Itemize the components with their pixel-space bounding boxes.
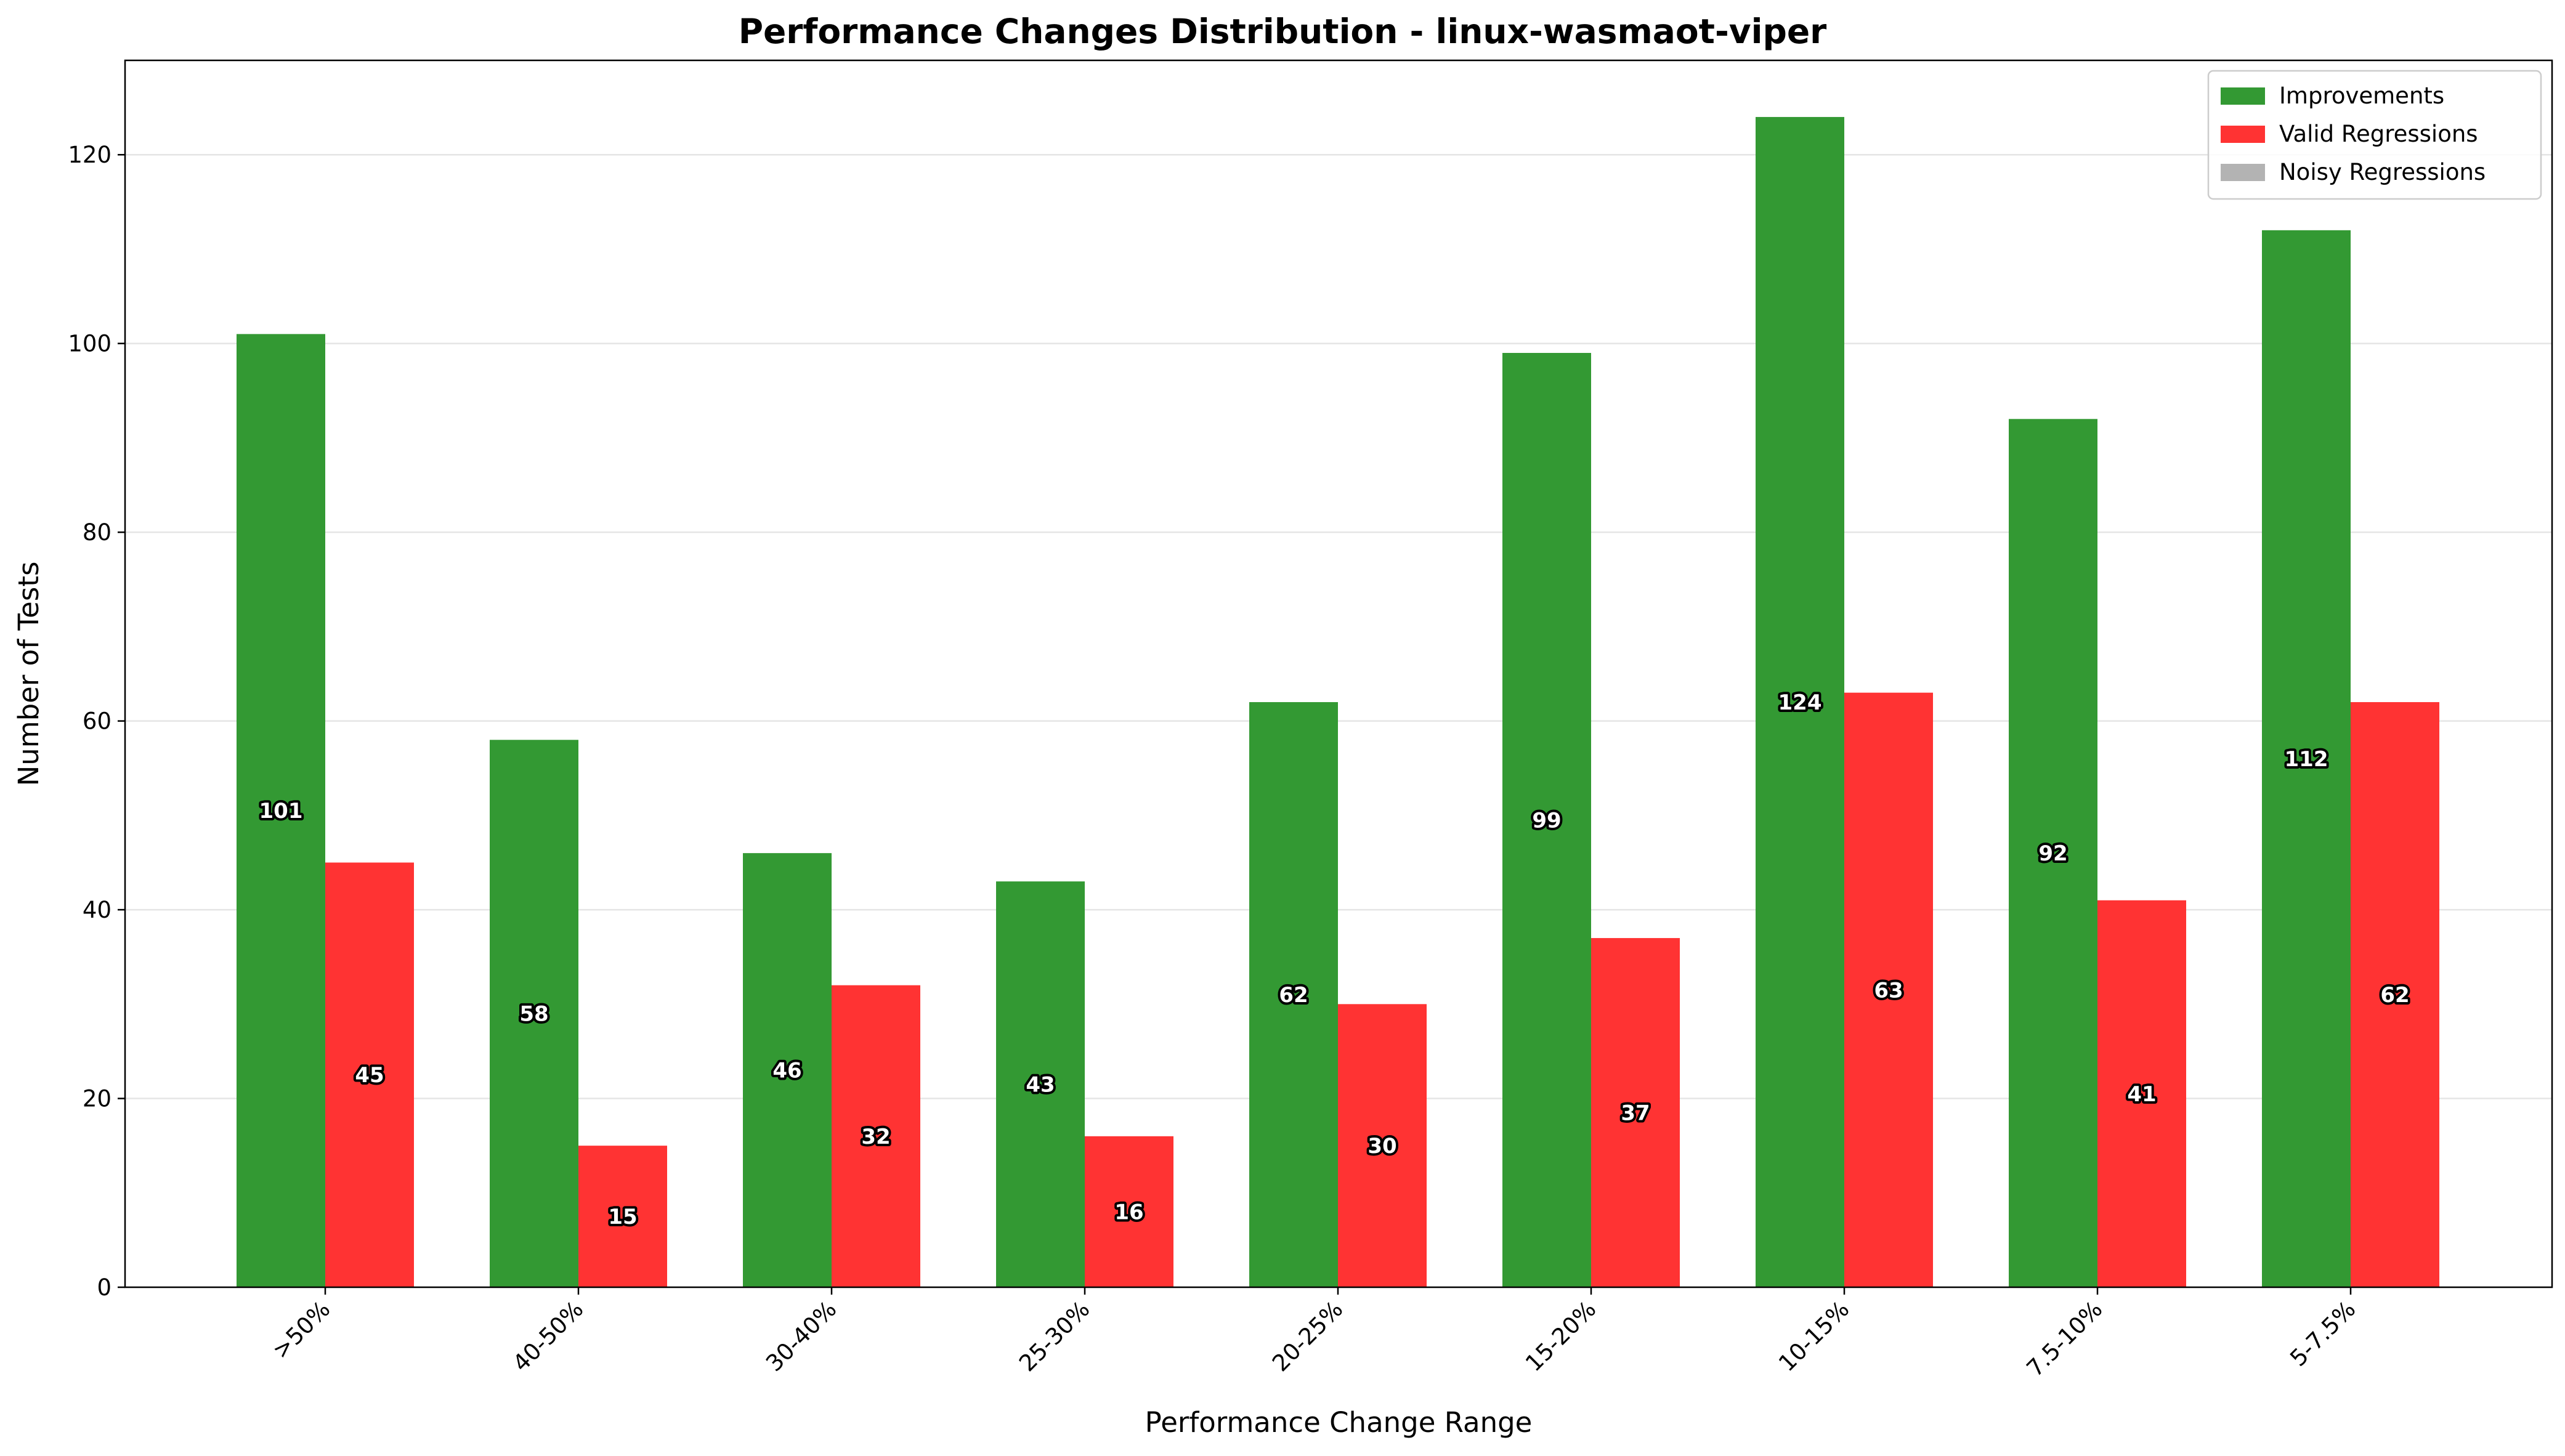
y-tick-label: 120 xyxy=(68,142,111,168)
y-tick-label: 60 xyxy=(83,708,111,735)
legend: Improvements Valid Regressions Noisy Regre… xyxy=(2207,70,2542,200)
bar-value-label: 99 xyxy=(1532,809,1561,833)
bar-improvements xyxy=(743,853,832,1287)
bar-value-label: 46 xyxy=(772,1059,801,1083)
bar-improvements xyxy=(996,881,1085,1287)
bar-value-label: 32 xyxy=(861,1125,890,1149)
bar-value-label: 45 xyxy=(355,1063,384,1088)
legend-swatch xyxy=(2221,87,2265,105)
bar-valid-regressions xyxy=(2097,900,2186,1287)
bar-value-labels: 101 58 46 43 62 99 124 92 112 45 15 32 16 30 37 63 41 62 xyxy=(257,688,2412,1232)
bar-value-label: 63 xyxy=(1874,978,1903,1003)
legend-label: Improvements xyxy=(2279,83,2444,109)
y-tick-label: 0 xyxy=(97,1274,111,1301)
bar-value-label: 62 xyxy=(1279,983,1308,1008)
legend-box xyxy=(2207,70,2542,200)
legend-swatch xyxy=(2221,164,2265,181)
bar-value-label: 92 xyxy=(2038,841,2067,866)
y-tick-label: 20 xyxy=(83,1086,111,1112)
bar-valid-regressions xyxy=(1591,938,1680,1287)
y-tick-label: 100 xyxy=(68,331,111,357)
bar-value-label: 15 xyxy=(608,1205,637,1229)
bar-valid-regressions xyxy=(2351,702,2439,1287)
bars xyxy=(237,116,2439,1288)
bar-valid-regressions xyxy=(578,1146,667,1287)
bar-value-label: 16 xyxy=(1114,1200,1143,1224)
bar-improvements xyxy=(237,334,325,1288)
y-axis: 0 20 40 60 80 100 120 xyxy=(68,142,125,1301)
bar-valid-regressions xyxy=(832,985,920,1287)
bar-valid-regressions xyxy=(1085,1136,1173,1287)
legend-swatch xyxy=(2221,126,2265,143)
y-tick-label: 80 xyxy=(83,519,111,546)
bar-value-label: 30 xyxy=(1368,1134,1396,1159)
bar-value-label: 58 xyxy=(519,1002,548,1027)
bar-value-label: 37 xyxy=(1621,1101,1650,1126)
bar-improvements xyxy=(490,740,578,1287)
bar-value-label: 43 xyxy=(1026,1073,1055,1098)
x-axis-title: Performance Change Range xyxy=(1145,1406,1533,1439)
bar-value-label: 41 xyxy=(2127,1082,2156,1107)
bar-valid-regressions xyxy=(1844,692,1933,1287)
bar-value-label: 101 xyxy=(259,799,303,823)
bar-value-label: 112 xyxy=(2285,747,2328,772)
y-tick-label: 40 xyxy=(83,897,111,923)
bar-value-label: 62 xyxy=(2380,983,2409,1008)
bar-improvements xyxy=(1502,353,1591,1287)
legend-label: Noisy Regressions xyxy=(2279,159,2486,185)
chart-title: Performance Changes Distribution - linux… xyxy=(739,12,1827,51)
bar-improvements xyxy=(1249,702,1338,1287)
y-axis-title: Number of Tests xyxy=(12,562,45,787)
bar-valid-regressions xyxy=(1338,1004,1427,1287)
bar-improvements xyxy=(2009,419,2097,1288)
bar-value-label: 124 xyxy=(1778,690,1822,715)
bar-improvements xyxy=(2262,230,2351,1287)
legend-label: Valid Regressions xyxy=(2279,121,2478,147)
bar-improvements xyxy=(1756,116,1844,1287)
bar-valid-regressions xyxy=(325,862,414,1287)
